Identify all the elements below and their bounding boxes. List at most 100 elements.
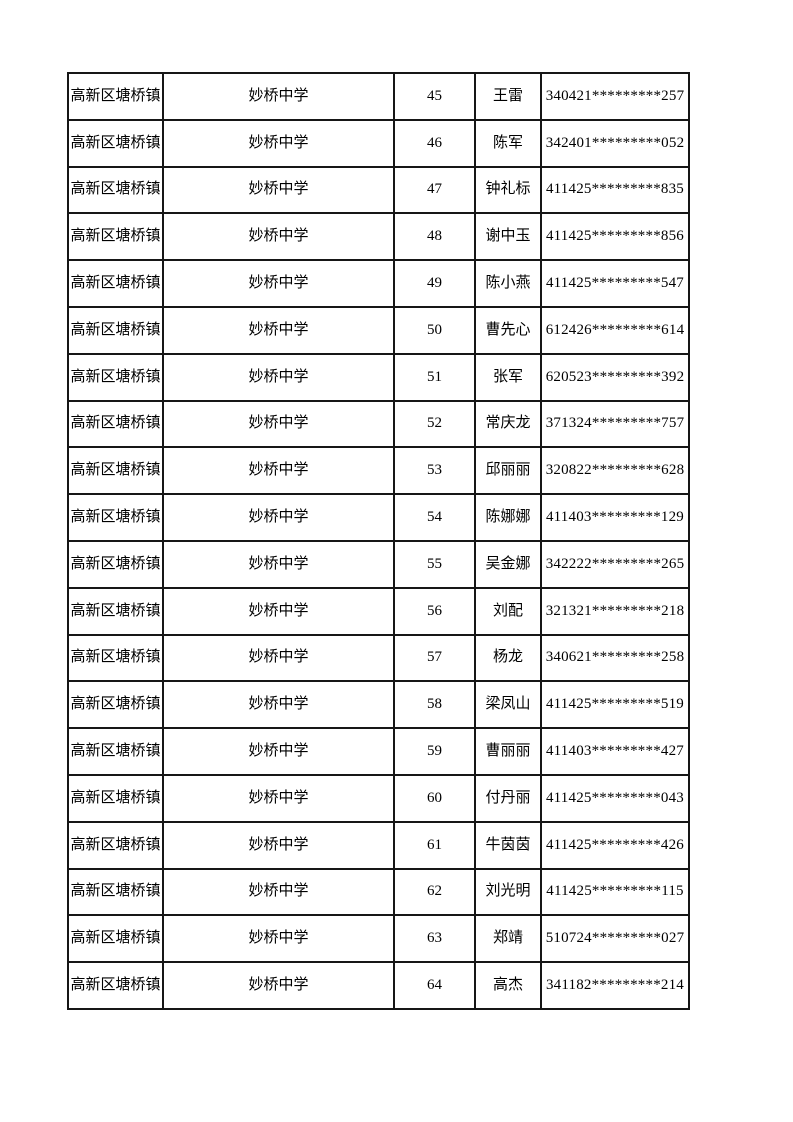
table-row: 高新区塘桥镇 妙桥中学 59 曹丽丽 411403*********427 [67, 727, 690, 776]
serial-cell: 64 [393, 961, 476, 1010]
serial-cell: 62 [393, 867, 476, 917]
district-cell: 高新区塘桥镇 [67, 259, 164, 308]
school-cell: 妙桥中学 [162, 165, 395, 215]
table-row: 高新区塘桥镇 妙桥中学 47 钟礼标 411425*********835 [67, 165, 690, 215]
school-cell: 妙桥中学 [162, 305, 395, 355]
district-cell: 高新区塘桥镇 [67, 961, 164, 1010]
table-row: 高新区塘桥镇 妙桥中学 53 邱丽丽 320822*********628 [67, 446, 690, 496]
name-cell: 刘光明 [474, 867, 542, 917]
name-cell: 陈娜娜 [474, 493, 542, 542]
id-cell: 342222*********265 [540, 539, 690, 589]
table-row: 高新区塘桥镇 妙桥中学 63 郑靖 510724*********027 [67, 914, 690, 964]
name-cell: 陈小燕 [474, 259, 542, 308]
district-cell: 高新区塘桥镇 [67, 165, 164, 215]
name-cell: 张军 [474, 352, 542, 402]
serial-cell: 55 [393, 539, 476, 589]
table-row: 高新区塘桥镇 妙桥中学 64 高杰 341182*********214 [67, 961, 690, 1010]
district-cell: 高新区塘桥镇 [67, 539, 164, 589]
district-cell: 高新区塘桥镇 [67, 212, 164, 262]
district-cell: 高新区塘桥镇 [67, 867, 164, 917]
serial-cell: 52 [393, 399, 476, 449]
school-cell: 妙桥中学 [162, 633, 395, 683]
table-row: 高新区塘桥镇 妙桥中学 50 曹先心 612426*********614 [67, 305, 690, 355]
school-cell: 妙桥中学 [162, 118, 395, 168]
serial-cell: 56 [393, 586, 476, 636]
id-cell: 510724*********027 [540, 914, 690, 964]
id-cell: 411425*********547 [540, 259, 690, 308]
id-cell: 342401*********052 [540, 118, 690, 168]
school-cell: 妙桥中学 [162, 446, 395, 496]
name-cell: 常庆龙 [474, 399, 542, 449]
name-cell: 曹先心 [474, 305, 542, 355]
district-cell: 高新区塘桥镇 [67, 586, 164, 636]
id-cell: 411403*********427 [540, 727, 690, 776]
district-cell: 高新区塘桥镇 [67, 352, 164, 402]
serial-cell: 54 [393, 493, 476, 542]
district-cell: 高新区塘桥镇 [67, 820, 164, 870]
name-cell: 邱丽丽 [474, 446, 542, 496]
id-cell: 371324*********757 [540, 399, 690, 449]
school-cell: 妙桥中学 [162, 773, 395, 823]
district-cell: 高新区塘桥镇 [67, 399, 164, 449]
school-cell: 妙桥中学 [162, 72, 395, 121]
district-cell: 高新区塘桥镇 [67, 914, 164, 964]
serial-cell: 45 [393, 72, 476, 121]
district-cell: 高新区塘桥镇 [67, 446, 164, 496]
school-cell: 妙桥中学 [162, 212, 395, 262]
id-cell: 411403*********129 [540, 493, 690, 542]
table-row: 高新区塘桥镇 妙桥中学 46 陈军 342401*********052 [67, 118, 690, 168]
district-cell: 高新区塘桥镇 [67, 680, 164, 730]
serial-cell: 61 [393, 820, 476, 870]
serial-cell: 63 [393, 914, 476, 964]
district-cell: 高新区塘桥镇 [67, 305, 164, 355]
name-cell: 高杰 [474, 961, 542, 1010]
serial-cell: 58 [393, 680, 476, 730]
serial-cell: 50 [393, 305, 476, 355]
serial-cell: 49 [393, 259, 476, 308]
name-cell: 曹丽丽 [474, 727, 542, 776]
table-row: 高新区塘桥镇 妙桥中学 61 牛茵茵 411425*********426 [67, 820, 690, 870]
name-cell: 杨龙 [474, 633, 542, 683]
name-cell: 牛茵茵 [474, 820, 542, 870]
name-cell: 郑靖 [474, 914, 542, 964]
name-cell: 陈军 [474, 118, 542, 168]
school-cell: 妙桥中学 [162, 586, 395, 636]
school-cell: 妙桥中学 [162, 539, 395, 589]
school-cell: 妙桥中学 [162, 820, 395, 870]
district-cell: 高新区塘桥镇 [67, 773, 164, 823]
table-row: 高新区塘桥镇 妙桥中学 62 刘光明 411425*********115 [67, 867, 690, 917]
school-cell: 妙桥中学 [162, 961, 395, 1010]
id-cell: 411425*********856 [540, 212, 690, 262]
id-cell: 341182*********214 [540, 961, 690, 1010]
table-row: 高新区塘桥镇 妙桥中学 58 梁凤山 411425*********519 [67, 680, 690, 730]
serial-cell: 59 [393, 727, 476, 776]
table-row: 高新区塘桥镇 妙桥中学 52 常庆龙 371324*********757 [67, 399, 690, 449]
table-row: 高新区塘桥镇 妙桥中学 48 谢中玉 411425*********856 [67, 212, 690, 262]
school-cell: 妙桥中学 [162, 259, 395, 308]
name-cell: 谢中玉 [474, 212, 542, 262]
name-cell: 刘配 [474, 586, 542, 636]
table-row: 高新区塘桥镇 妙桥中学 55 吴金娜 342222*********265 [67, 539, 690, 589]
district-cell: 高新区塘桥镇 [67, 727, 164, 776]
id-cell: 411425*********115 [540, 867, 690, 917]
school-cell: 妙桥中学 [162, 914, 395, 964]
school-cell: 妙桥中学 [162, 680, 395, 730]
school-cell: 妙桥中学 [162, 727, 395, 776]
district-cell: 高新区塘桥镇 [67, 118, 164, 168]
serial-cell: 53 [393, 446, 476, 496]
serial-cell: 51 [393, 352, 476, 402]
school-cell: 妙桥中学 [162, 399, 395, 449]
serial-cell: 57 [393, 633, 476, 683]
id-cell: 612426*********614 [540, 305, 690, 355]
serial-cell: 47 [393, 165, 476, 215]
table-row: 高新区塘桥镇 妙桥中学 57 杨龙 340621*********258 [67, 633, 690, 683]
table-row: 高新区塘桥镇 妙桥中学 56 刘配 321321*********218 [67, 586, 690, 636]
table-row: 高新区塘桥镇 妙桥中学 60 付丹丽 411425*********043 [67, 773, 690, 823]
name-cell: 王雷 [474, 72, 542, 121]
id-cell: 340421*********257 [540, 72, 690, 121]
table-row: 高新区塘桥镇 妙桥中学 51 张军 620523*********392 [67, 352, 690, 402]
school-cell: 妙桥中学 [162, 352, 395, 402]
school-cell: 妙桥中学 [162, 867, 395, 917]
id-cell: 340621*********258 [540, 633, 690, 683]
id-cell: 321321*********218 [540, 586, 690, 636]
